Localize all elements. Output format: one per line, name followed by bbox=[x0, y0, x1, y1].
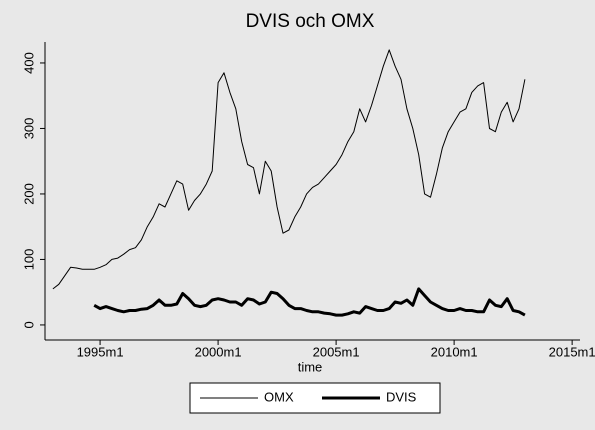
x-axis-label: time bbox=[298, 359, 323, 374]
y-tick-label: 100 bbox=[21, 249, 36, 271]
y-tick-label: 200 bbox=[21, 183, 36, 205]
legend-label: OMX bbox=[264, 389, 294, 404]
y-tick-label: 0 bbox=[21, 321, 36, 328]
series-line bbox=[93, 287, 526, 317]
x-tick-label: 2010m1 bbox=[431, 344, 478, 359]
chart-title: DVIS och OMX bbox=[246, 11, 375, 32]
x-tick-label: 1995m1 bbox=[77, 344, 124, 359]
series-line bbox=[52, 49, 526, 290]
legend-label: DVIS bbox=[386, 389, 417, 404]
y-tick-label: 300 bbox=[21, 118, 36, 140]
x-tick-label: 2000m1 bbox=[195, 344, 242, 359]
y-tick-label: 400 bbox=[21, 52, 36, 74]
x-tick-label: 2005m1 bbox=[313, 344, 360, 359]
x-tick-label: 2015m1 bbox=[549, 344, 595, 359]
